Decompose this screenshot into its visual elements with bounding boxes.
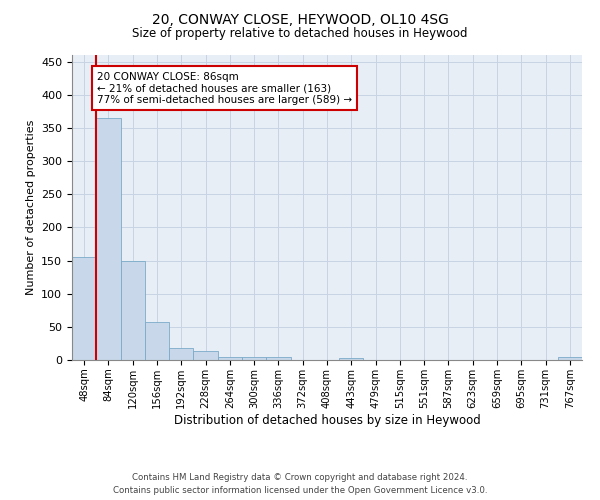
Bar — [266, 356, 290, 360]
Bar — [72, 257, 96, 360]
Text: 20, CONWAY CLOSE, HEYWOOD, OL10 4SG: 20, CONWAY CLOSE, HEYWOOD, OL10 4SG — [152, 12, 448, 26]
Bar — [558, 358, 582, 360]
Bar — [339, 358, 364, 360]
Bar — [145, 322, 169, 360]
Text: Contains HM Land Registry data © Crown copyright and database right 2024.
Contai: Contains HM Land Registry data © Crown c… — [113, 474, 487, 495]
X-axis label: Distribution of detached houses by size in Heywood: Distribution of detached houses by size … — [173, 414, 481, 426]
Bar — [96, 118, 121, 360]
Bar — [242, 358, 266, 360]
Bar — [193, 352, 218, 360]
Text: Size of property relative to detached houses in Heywood: Size of property relative to detached ho… — [132, 28, 468, 40]
Text: 20 CONWAY CLOSE: 86sqm
← 21% of detached houses are smaller (163)
77% of semi-de: 20 CONWAY CLOSE: 86sqm ← 21% of detached… — [97, 72, 352, 105]
Y-axis label: Number of detached properties: Number of detached properties — [26, 120, 35, 295]
Bar — [218, 356, 242, 360]
Bar — [121, 260, 145, 360]
Bar — [169, 348, 193, 360]
